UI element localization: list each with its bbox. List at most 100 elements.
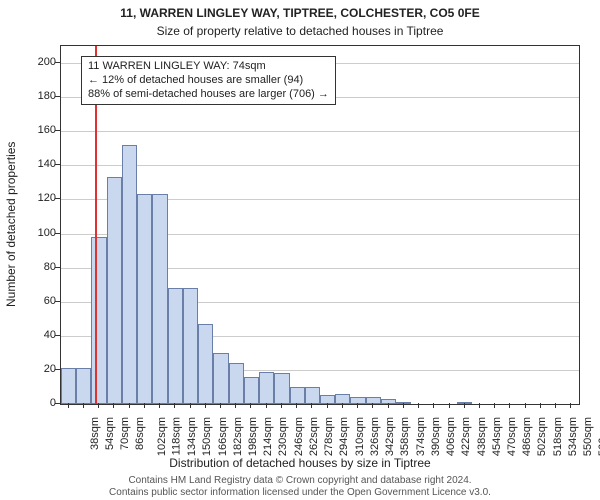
histogram-bar: [396, 402, 411, 404]
y-tick-label: 120: [38, 192, 56, 204]
x-tick-mark: [494, 403, 495, 408]
annotation-line-1: 11 WARREN LINGLEY WAY: 74sqm: [88, 60, 329, 74]
histogram-bar: [320, 395, 335, 404]
x-tick-label: 262sqm: [308, 417, 320, 456]
x-tick-label: 54sqm: [104, 417, 116, 450]
histogram-bar: [335, 394, 350, 404]
histogram-bar: [107, 177, 122, 404]
x-tick-mark: [449, 403, 450, 408]
y-tick-mark: [55, 369, 60, 370]
x-tick-mark: [540, 403, 541, 408]
x-tick-label: 534sqm: [567, 417, 579, 456]
x-tick-mark: [525, 403, 526, 408]
x-tick-mark: [144, 403, 145, 408]
x-tick-mark: [68, 403, 69, 408]
x-tick-label: 326sqm: [369, 417, 381, 456]
x-tick-label: 470sqm: [506, 417, 518, 456]
y-ticks: 020406080100120140160180200: [0, 45, 58, 405]
x-tick-mark: [83, 403, 84, 408]
x-tick-mark: [129, 403, 130, 408]
x-tick-mark: [190, 403, 191, 408]
histogram-bar: [152, 194, 167, 404]
chart-title: 11, WARREN LINGLEY WAY, TIPTREE, COLCHES…: [0, 6, 600, 20]
x-tick-mark: [296, 403, 297, 408]
y-tick-label: 180: [38, 90, 56, 102]
x-tick-mark: [113, 403, 114, 408]
x-tick-mark: [281, 403, 282, 408]
histogram-bar: [168, 288, 183, 404]
annotation-line-2: ← 12% of detached houses are smaller (94…: [88, 74, 329, 88]
x-tick-label: 406sqm: [445, 417, 457, 456]
histogram-bar: [137, 194, 152, 404]
histogram-bar: [76, 368, 91, 404]
annotation-line-3: 88% of semi-detached houses are larger (…: [88, 88, 329, 102]
y-tick-mark: [55, 198, 60, 199]
y-tick-mark: [55, 403, 60, 404]
x-tick-mark: [205, 403, 206, 408]
x-tick-label: 166sqm: [217, 417, 229, 456]
y-tick-mark: [55, 335, 60, 336]
x-tick-label: 454sqm: [491, 417, 503, 456]
x-tick-mark: [235, 403, 236, 408]
x-tick-mark: [479, 403, 480, 408]
x-tick-mark: [342, 403, 343, 408]
x-tick-mark: [418, 403, 419, 408]
x-tick-label: 102sqm: [156, 417, 168, 456]
x-tick-label: 134sqm: [186, 417, 198, 456]
x-tick-mark: [464, 403, 465, 408]
x-tick-mark: [388, 403, 389, 408]
x-tick-label: 438sqm: [476, 417, 488, 456]
x-tick-label: 310sqm: [354, 417, 366, 456]
x-tick-label: 294sqm: [339, 417, 351, 456]
x-tick-mark: [311, 403, 312, 408]
y-tick-mark: [55, 301, 60, 302]
y-tick-mark: [55, 267, 60, 268]
x-tick-mark: [266, 403, 267, 408]
x-tick-label: 70sqm: [119, 417, 131, 450]
x-tick-label: 486sqm: [521, 417, 533, 456]
y-tick-label: 140: [38, 158, 56, 170]
histogram-bar: [122, 145, 137, 404]
x-tick-label: 214sqm: [262, 417, 274, 456]
y-tick-label: 200: [38, 56, 56, 68]
x-tick-label: 502sqm: [537, 417, 549, 456]
x-tick-mark: [159, 403, 160, 408]
histogram-bar: [244, 377, 259, 404]
histogram-bar: [366, 397, 381, 404]
y-tick-mark: [55, 96, 60, 97]
x-tick-label: 278sqm: [323, 417, 335, 456]
x-tick-label: 422sqm: [460, 417, 472, 456]
y-tick-mark: [55, 164, 60, 165]
x-tick-mark: [174, 403, 175, 408]
x-tick-mark: [509, 403, 510, 408]
x-tick-label: 182sqm: [232, 417, 244, 456]
x-tick-mark: [357, 403, 358, 408]
histogram-bar: [229, 363, 244, 404]
plot-area: 11 WARREN LINGLEY WAY: 74sqm← 12% of det…: [60, 45, 580, 405]
x-tick-mark: [327, 403, 328, 408]
histogram-bar: [259, 372, 274, 404]
x-tick-label: 550sqm: [582, 417, 594, 456]
grid-line: [61, 131, 579, 132]
histogram-bar: [61, 368, 76, 404]
histogram-bar: [91, 237, 106, 404]
footer-line-1: Contains HM Land Registry data © Crown c…: [128, 475, 471, 486]
y-tick-mark: [55, 130, 60, 131]
histogram-bar: [350, 397, 365, 404]
x-tick-label: 86sqm: [134, 417, 146, 450]
x-tick-label: 150sqm: [201, 417, 213, 456]
chart-container: 11, WARREN LINGLEY WAY, TIPTREE, COLCHES…: [0, 0, 600, 500]
histogram-bar: [381, 399, 396, 404]
annotation-box: 11 WARREN LINGLEY WAY: 74sqm← 12% of det…: [81, 56, 336, 105]
x-tick-label: 198sqm: [247, 417, 259, 456]
histogram-bar: [305, 387, 320, 404]
x-tick-label: 230sqm: [278, 417, 290, 456]
x-tick-mark: [98, 403, 99, 408]
histogram-bar: [274, 373, 289, 404]
x-tick-label: 38sqm: [89, 417, 101, 450]
x-tick-mark: [433, 403, 434, 408]
y-tick-label: 100: [38, 227, 56, 239]
chart-subtitle: Size of property relative to detached ho…: [0, 24, 600, 38]
y-tick-mark: [55, 233, 60, 234]
histogram-bar: [213, 353, 228, 404]
